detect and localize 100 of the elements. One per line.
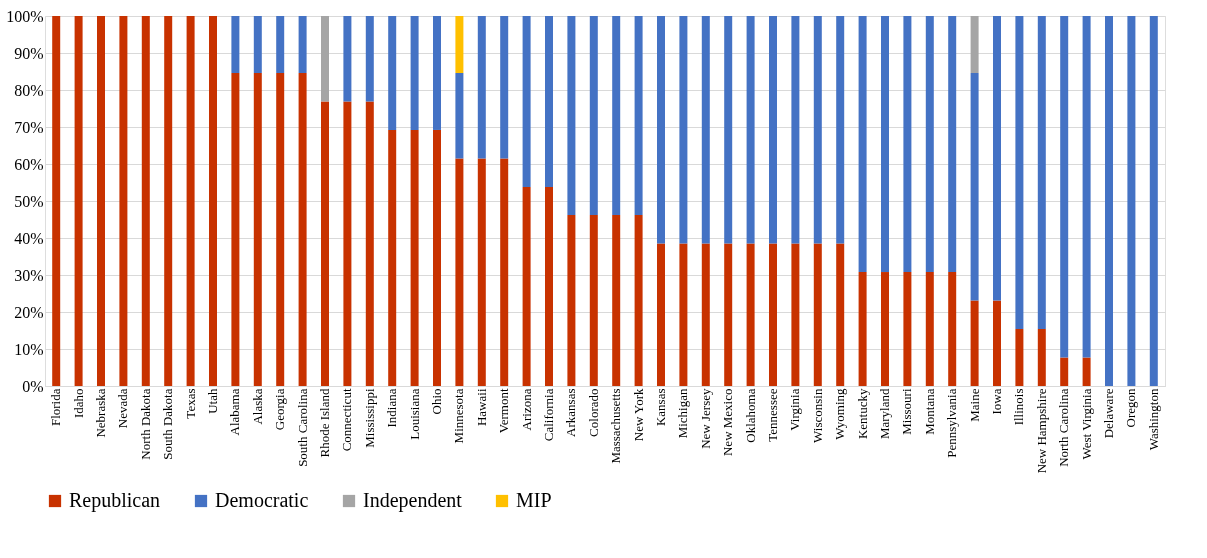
x-tick-label: Vermont [496, 388, 512, 434]
y-tick-label: 20% [14, 303, 44, 321]
bar [455, 72, 464, 159]
x-tick-label: New Mexico [720, 388, 736, 457]
y-tick-label: 50% [14, 192, 44, 210]
bar [589, 215, 598, 386]
bar [343, 16, 352, 102]
bar [813, 16, 822, 244]
x-tick-label: California [541, 388, 556, 442]
x-tick-label: Oregon [1123, 388, 1139, 428]
x-tick-label: Minnesota [451, 388, 467, 444]
bar [567, 215, 576, 386]
bar [1037, 329, 1046, 386]
x-tick-label: Washington [1145, 388, 1161, 451]
x-tick-label: Mississippi [361, 388, 377, 448]
bar [858, 16, 867, 273]
bar [791, 243, 800, 386]
bar [657, 243, 665, 386]
x-tick-label: Arkansas [563, 388, 579, 437]
x-tick-label: North Carolina [1056, 388, 1072, 467]
x-tick-label: Kentucky [854, 388, 870, 440]
x-tick-label: Nebraska [93, 388, 108, 438]
bar [1105, 16, 1113, 386]
x-tick-label: Kansas [653, 388, 668, 427]
x-tick-label: Nevada [115, 388, 131, 429]
x-tick-label: Michigan [675, 388, 691, 439]
bar [634, 16, 643, 216]
bar [993, 300, 1001, 386]
bar [298, 72, 307, 386]
bar [545, 186, 553, 386]
bar [1082, 16, 1091, 358]
bar [948, 272, 957, 386]
x-tick-label: Rhode Island [317, 388, 332, 458]
y-tick-label: 100% [6, 7, 44, 25]
bar [903, 16, 912, 273]
x-tick-label: Missouri [899, 388, 915, 435]
bar [589, 16, 598, 216]
y-tick-label: 30% [14, 266, 44, 284]
legend-label: Republican [69, 489, 161, 512]
y-tick-label: 10% [14, 340, 44, 358]
bar [813, 243, 822, 386]
bar [276, 16, 285, 73]
x-tick-label: Louisiana [406, 388, 422, 440]
x-tick-label: New York [630, 388, 646, 442]
bar [679, 16, 688, 244]
bar [970, 16, 979, 73]
x-tick-label: Pennsylvania [944, 388, 960, 458]
x-tick-label: Tennessee [765, 388, 780, 442]
bar [500, 16, 509, 159]
bar [477, 16, 486, 159]
legend-label: Independent [363, 489, 463, 512]
bar [679, 243, 688, 386]
x-tick-label: Connecticut [339, 388, 355, 452]
bar [141, 16, 150, 386]
x-tick-label: South Carolina [294, 388, 310, 467]
bar [522, 16, 531, 187]
legend-label: Democratic [215, 489, 309, 511]
bar [612, 215, 621, 386]
bar [231, 16, 240, 73]
bar [410, 129, 419, 386]
x-tick-label: Hawaii [473, 388, 489, 427]
bar [836, 243, 845, 386]
bar [209, 16, 217, 386]
x-tick-label: Maryland [877, 388, 892, 440]
bar [164, 16, 173, 386]
bar [567, 16, 576, 216]
x-tick-label: Indiana [384, 388, 400, 428]
bar [522, 186, 531, 386]
bar [74, 16, 83, 386]
bar [724, 16, 733, 244]
bar [365, 16, 374, 102]
bar [769, 243, 777, 386]
x-tick-label: North Dakota [137, 388, 153, 460]
bar [500, 158, 509, 386]
bar [1060, 16, 1069, 358]
bar [253, 16, 262, 73]
bar [881, 272, 889, 386]
bar [433, 129, 441, 386]
x-tick-label: West Virginia [1078, 388, 1094, 460]
x-tick-label: Ohio [429, 388, 444, 415]
bar [746, 16, 755, 244]
legend-label: MIP [516, 489, 552, 511]
bar [970, 300, 979, 386]
bar [433, 16, 441, 130]
x-tick-label: Virginia [787, 388, 803, 431]
bar [769, 16, 777, 244]
x-tick-label: Georgia [272, 388, 288, 431]
x-tick-label: New Hampshire [1033, 388, 1049, 474]
bar [119, 16, 128, 386]
x-tick-label: Texas [182, 388, 198, 419]
bar [948, 16, 957, 273]
bar [477, 158, 486, 386]
bar [724, 243, 733, 386]
bar [925, 16, 934, 273]
y-tick-label: 90% [14, 44, 44, 62]
bar [657, 16, 665, 244]
bar [791, 16, 800, 244]
bar [858, 272, 867, 386]
bar [634, 215, 643, 386]
bar [97, 16, 105, 386]
